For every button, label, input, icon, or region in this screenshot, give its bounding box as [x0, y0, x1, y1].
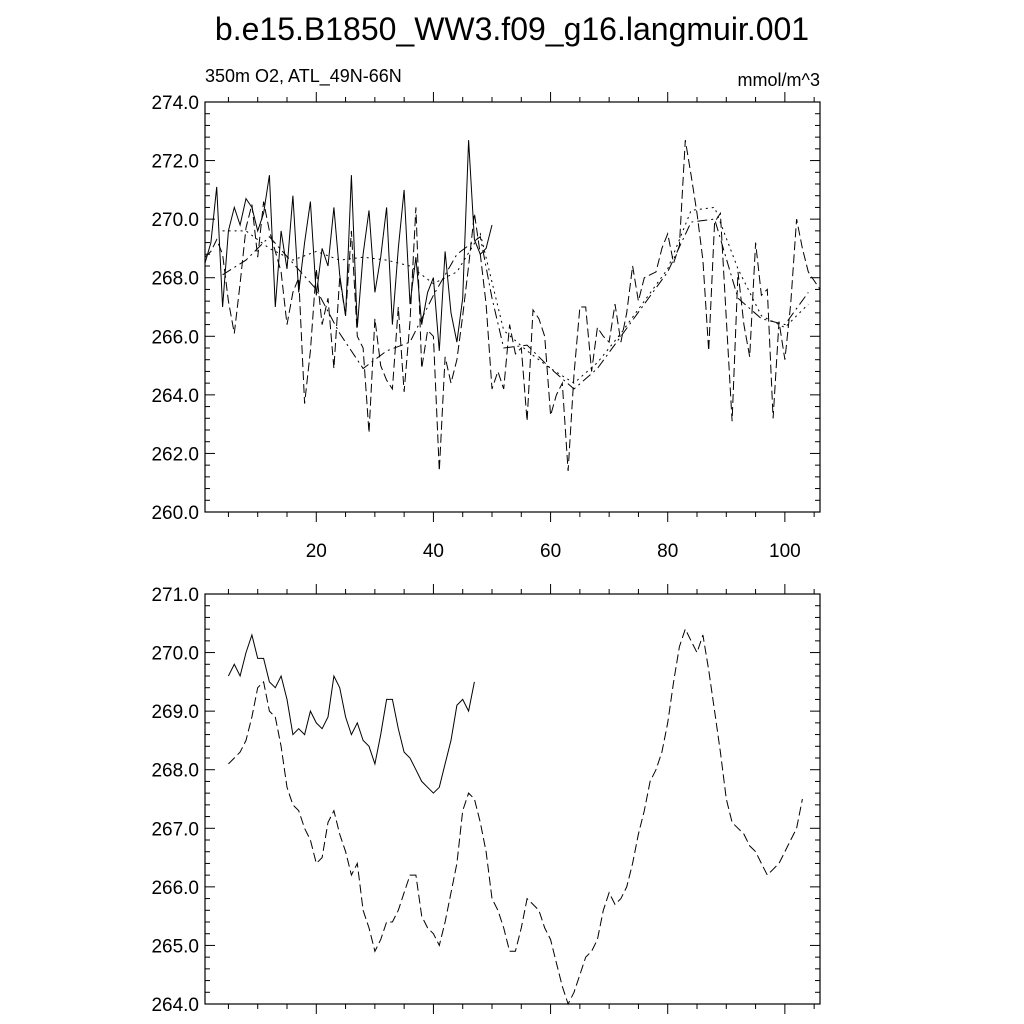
y-tick-label: 267.0 [151, 819, 199, 840]
panel-subtitle-right: mmol/m^3 [738, 70, 820, 90]
y-tick-label: 266.0 [151, 878, 199, 899]
plot-frame [204, 593, 821, 1005]
y-tick-label: 269.0 [151, 702, 199, 723]
x-tick-label: 60 [540, 541, 561, 562]
series-line-solid [227, 633, 475, 794]
x-tick-label: 80 [657, 541, 678, 562]
y-tick-label: 274.0 [151, 93, 199, 114]
y-tick-label: 262.0 [151, 444, 199, 465]
x-tick-label: 20 [306, 541, 327, 562]
y-tick-label: 268.0 [151, 269, 199, 290]
y-tick-label: 264.0 [151, 386, 199, 407]
bottom-panel: 264.0 265.0 266.0 267.0 268.0 269.0 270.0 271.0 [151, 584, 821, 1016]
chart-title: b.e15.B1850_WW3.f09_g16.langmuir.001 [215, 11, 809, 47]
x-tick-label: 40 [423, 541, 444, 562]
top-panel: 260.0 262.0 264.0 266.0 268.0 270.0 272.0 274.0… [151, 66, 821, 562]
y-tick-label: 270.0 [151, 644, 199, 665]
y-tick-label: 271.0 [151, 585, 199, 606]
y-tick-label: 265.0 [151, 936, 199, 957]
x-tick-label: 100 [769, 541, 801, 562]
y-tick-label: 268.0 [151, 761, 199, 782]
y-tick-label: 260.0 [151, 503, 199, 524]
panel-subtitle-left: 350m O2, ATL_49N-66N [205, 66, 402, 87]
series-line-dashed [204, 140, 821, 472]
series-line-dotted [222, 206, 809, 384]
y-tick-label: 266.0 [151, 327, 199, 348]
series-line-dashed [228, 627, 803, 1006]
y-tick-label: 264.0 [151, 995, 199, 1016]
y-tick-label: 272.0 [151, 152, 199, 173]
plot-frame [204, 101, 821, 513]
series-line-solid [204, 140, 493, 351]
y-tick-label: 270.0 [151, 210, 199, 231]
series-line-dash-dot [222, 218, 809, 390]
